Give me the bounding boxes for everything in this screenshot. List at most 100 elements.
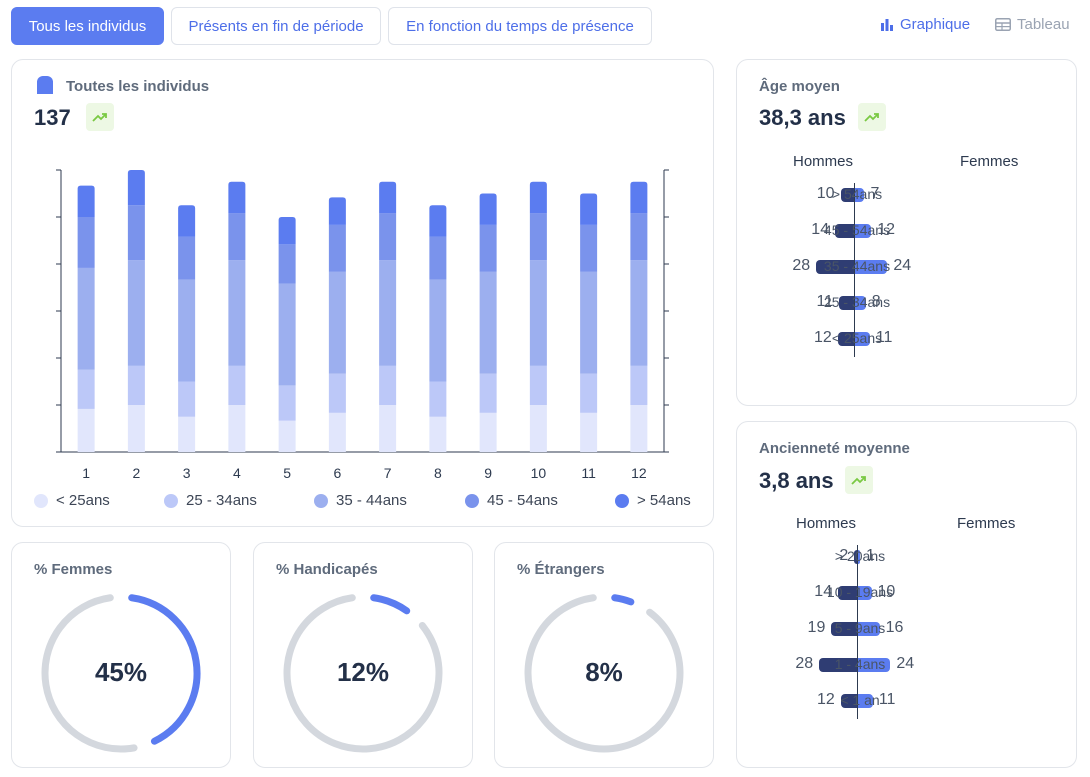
age-women-bar: [855, 332, 870, 346]
age-category-label: > 54ans: [831, 186, 883, 202]
bar-segment: [630, 181, 648, 214]
seniority-category-label: 10 - 19ans: [826, 584, 894, 600]
bar-segment: [77, 267, 95, 370]
age-men-bar: [816, 260, 854, 274]
bar-segment: [630, 213, 648, 261]
age-men-count: 14: [811, 221, 830, 238]
bar-segment: [127, 405, 145, 452]
table-view-label: Tableau: [1017, 16, 1070, 33]
women-percent-title: % Femmes: [34, 561, 113, 578]
bar-segment: [630, 260, 648, 366]
seniority-women-bar: [858, 550, 860, 564]
bar-segment: [429, 236, 447, 280]
women-percent-value: 45%: [94, 657, 148, 687]
disabled-percent-title: % Handicapés: [276, 561, 378, 578]
x-tick-label: 2: [132, 465, 140, 481]
seniority-women-count: 1: [866, 547, 875, 564]
seniority-card-value: 3,8 ans: [759, 468, 834, 493]
donut-remaining-arc: [283, 594, 443, 753]
foreigners-percent-title: % Étrangers: [517, 561, 605, 578]
bar-segment: [328, 224, 346, 272]
bar-segment: [429, 279, 447, 382]
trend-up-icon: [92, 113, 107, 122]
seniority-men-bar: [838, 586, 857, 600]
tab-presence-time[interactable]: En fonction du temps de présence: [388, 7, 652, 45]
bar-segment: [127, 205, 145, 261]
x-tick-label: 5: [283, 465, 291, 481]
age-women-bar: [855, 224, 872, 238]
age-women-count: 24: [893, 257, 912, 274]
bar-segment: [77, 408, 95, 452]
legend-item[interactable]: 35 - 44ans: [314, 492, 407, 509]
legend-label: > 54ans: [637, 492, 691, 509]
bar-segment: [178, 381, 196, 417]
legend-dot: [465, 493, 479, 508]
legend-dot: [615, 493, 629, 508]
table-icon: [995, 18, 1011, 31]
legend-item[interactable]: 25 - 34ans: [164, 492, 257, 509]
age-men-bar: [840, 188, 854, 202]
x-tick-label: 11: [581, 465, 596, 481]
seniority-pyramid-axis: [857, 545, 858, 719]
age-women-bar: [855, 188, 865, 202]
x-tick-label: 1: [82, 465, 90, 481]
legend-item[interactable]: > 54ans: [615, 492, 691, 509]
bar-segment: [479, 412, 497, 452]
graph-view-toggle[interactable]: Graphique: [880, 16, 970, 33]
bar-segment: [429, 416, 447, 452]
bar-segment: [529, 213, 547, 261]
bar-segment: [77, 217, 95, 268]
age-men-count: 10: [816, 185, 835, 202]
seniority-women-bar: [858, 694, 873, 708]
x-tick-label: 10: [531, 465, 547, 481]
bar-segment: [127, 365, 145, 405]
graph-view-label: Graphique: [900, 16, 971, 33]
seniority-women-count: 24: [896, 655, 915, 672]
bar-segment: [379, 260, 397, 366]
legend-item[interactable]: < 25ans: [34, 492, 110, 509]
age-pyramid-axis: [854, 183, 855, 357]
age-men-bar: [835, 224, 854, 238]
age-women-header: Femmes: [960, 153, 1019, 170]
legend-dot: [314, 493, 328, 508]
bar-segment: [127, 260, 145, 366]
tab-present-end-period[interactable]: Présents en fin de période: [171, 7, 381, 45]
bar-segment: [228, 260, 246, 366]
person-icon: [37, 76, 53, 94]
seniority-men-count: 14: [814, 583, 833, 600]
bar-segment: [529, 181, 547, 214]
seniority-women-bar: [858, 622, 880, 636]
seniority-women-count: 16: [885, 619, 904, 636]
bar-segment: [228, 365, 246, 405]
age-women-count: 8: [871, 293, 881, 310]
seniority-women-bar: [858, 658, 891, 672]
legend-dot: [164, 493, 178, 508]
bar-segment: [278, 283, 296, 386]
tab-all-individuals[interactable]: Tous les individus: [11, 7, 164, 45]
bar-segment: [580, 271, 598, 374]
age-category-label: 35 - 44ans: [823, 258, 891, 274]
seniority-category-label: 1 - 4ans: [834, 656, 886, 672]
x-tick-label: 6: [333, 465, 341, 481]
bar-segment: [429, 381, 447, 417]
bar-segment: [127, 170, 145, 206]
seniority-women-header: Femmes: [957, 515, 1016, 532]
seniority-women-count: 10: [877, 583, 896, 600]
table-view-toggle[interactable]: Tableau: [995, 16, 1070, 33]
age-category-label: 45 - 54ans: [823, 222, 891, 238]
bar-segment: [328, 197, 346, 225]
bar-segment: [77, 185, 95, 217]
donut-remaining-arc: [524, 594, 684, 753]
legend-item[interactable]: 45 - 54ans: [465, 492, 558, 509]
bar-segment: [328, 271, 346, 374]
age-category-label: < 25ans: [831, 330, 883, 346]
seniority-men-bar: [840, 694, 857, 708]
seniority-men-count: 28: [795, 655, 814, 672]
bar-segment: [278, 385, 296, 421]
age-men-count: 12: [814, 329, 832, 346]
legend-label: 35 - 44ans: [336, 492, 407, 509]
bar-segment: [379, 181, 397, 214]
trend-up-badge: [86, 103, 114, 131]
age-women-bar: [855, 296, 866, 310]
age-women-count: 11: [875, 329, 893, 346]
